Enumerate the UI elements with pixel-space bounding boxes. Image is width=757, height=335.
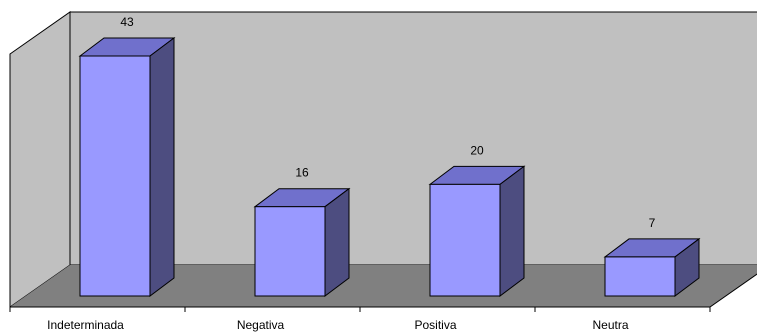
data-label: 43 xyxy=(120,15,134,29)
bar-positiva xyxy=(428,165,526,297)
bar-side xyxy=(149,37,175,297)
bar-front xyxy=(604,256,676,297)
chart-walls xyxy=(9,11,757,308)
data-label: 7 xyxy=(649,216,656,230)
bar-group: 43 16 20 7 xyxy=(78,15,701,297)
bar-indeterminada xyxy=(78,37,176,297)
bar-negativa xyxy=(253,187,351,297)
data-label: 20 xyxy=(470,143,484,157)
x-tick-label: Negativa xyxy=(237,318,285,332)
bar-front xyxy=(79,55,151,297)
x-tick-label: Positiva xyxy=(414,318,456,332)
x-tick-label: Neutra xyxy=(592,318,628,332)
bar-side xyxy=(324,187,350,297)
side-wall xyxy=(9,11,71,308)
data-label: 16 xyxy=(295,166,309,180)
bar-neutra xyxy=(603,237,701,297)
bar-side xyxy=(499,165,525,297)
bar-front xyxy=(254,206,326,297)
floor xyxy=(10,265,757,307)
x-tick-label: Indeterminada xyxy=(47,318,124,332)
bar-front xyxy=(429,183,501,297)
x-axis: Indeterminada Negativa Positiva Neutra xyxy=(9,307,711,332)
